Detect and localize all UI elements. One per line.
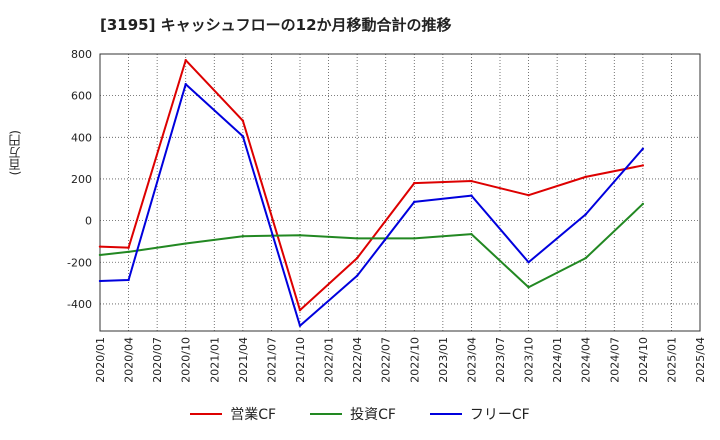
series-line-1 <box>99 203 644 289</box>
data-point-2 <box>527 261 530 264</box>
x-tick-label: 2023/01 <box>437 337 450 383</box>
data-point-1 <box>298 233 302 237</box>
y-tick-label: 200 <box>71 173 92 186</box>
x-tick-label: 2020/10 <box>180 337 193 383</box>
data-point-0 <box>184 59 187 62</box>
y-tick-label: 400 <box>71 131 92 144</box>
x-tick-label: 2023/07 <box>494 337 507 383</box>
legend-item-operating-cf: 営業CF <box>190 404 276 424</box>
data-point-2 <box>413 200 416 204</box>
x-tick-label: 2024/01 <box>551 337 564 383</box>
x-tick-label: 2022/01 <box>323 337 336 383</box>
data-point-1 <box>355 237 359 240</box>
x-tick-label: 2022/04 <box>351 337 364 383</box>
data-point-2 <box>127 278 130 282</box>
chart-svg: -400 -200 0 200 400 600 800 2020/01 2020/04 2020/… <box>67 48 707 383</box>
y-tick-label: 600 <box>71 90 92 103</box>
data-point-2 <box>584 213 587 216</box>
data-point-1 <box>584 256 587 260</box>
data-point-2 <box>184 82 187 86</box>
data-point-0 <box>413 181 416 185</box>
data-point-0 <box>355 256 359 260</box>
data-point-1 <box>241 235 245 238</box>
data-point-0 <box>241 119 245 122</box>
x-tick-label: 2025/04 <box>694 337 707 383</box>
x-tick-label: 2021/04 <box>237 337 250 383</box>
data-point-1 <box>641 202 645 206</box>
x-tick-label: 2020/07 <box>151 337 164 383</box>
data-point-2 <box>241 135 245 138</box>
x-tick-label: 2025/01 <box>665 337 678 383</box>
x-tick-label: 2020/01 <box>94 337 107 383</box>
legend-label: フリーCF <box>469 407 530 423</box>
y-tick-label: 0 <box>85 215 92 228</box>
data-point-2 <box>298 324 302 327</box>
x-tick-label: 2022/07 <box>380 337 393 383</box>
x-tick-label: 2020/04 <box>123 337 136 383</box>
y-tick-label: -200 <box>67 256 92 269</box>
x-tick-label: 2023/10 <box>523 337 536 383</box>
legend-label: 投資CF <box>350 407 396 423</box>
chart-title: [3195] キャッシュフローの12か月移動合計の推移 <box>100 16 452 34</box>
grid <box>100 53 700 331</box>
series-line-2 <box>99 83 644 327</box>
x-tick-label: 2024/10 <box>637 337 650 383</box>
data-point-0 <box>127 246 130 249</box>
legend-label: 営業CF <box>230 407 277 423</box>
data-point-2 <box>641 147 645 150</box>
legend-item-investing-cf: 投資CF <box>310 404 396 424</box>
x-tick-label: 2024/07 <box>608 337 621 383</box>
axes: -400 -200 0 200 400 600 800 2020/01 2020/04 2020/… <box>67 48 707 383</box>
data-point-1 <box>470 232 473 236</box>
data-point-2 <box>355 274 359 278</box>
plot-frame <box>99 53 701 332</box>
data-point-0 <box>470 179 473 183</box>
legend-swatch <box>429 413 462 415</box>
x-tick-label: 2024/04 <box>580 337 593 383</box>
x-tick-label: 2021/07 <box>265 337 278 383</box>
data-point-0 <box>98 245 102 248</box>
data-point-2 <box>98 279 102 283</box>
data-point-0 <box>584 175 587 179</box>
data-point-1 <box>413 237 416 240</box>
x-tick-label: 2021/01 <box>208 337 221 383</box>
data-point-1 <box>98 253 102 257</box>
legend-item-free-cf: フリーCF <box>429 404 530 424</box>
x-tick-label: 2023/04 <box>465 337 478 383</box>
data-point-0 <box>641 164 645 167</box>
legend-swatch <box>190 413 223 415</box>
legend: 営業CF 投資CF フリーCF <box>0 404 720 424</box>
data-point-0 <box>527 194 530 197</box>
data-point-1 <box>184 242 187 245</box>
y-tick-label: 800 <box>71 48 92 61</box>
x-tick-label: 2021/10 <box>294 337 307 383</box>
x-tick-label: 2022/10 <box>408 337 421 383</box>
data-point-1 <box>527 286 530 289</box>
data-point-0 <box>298 308 302 312</box>
data-point-1 <box>127 250 130 254</box>
data-point-2 <box>470 194 473 197</box>
y-tick-label: -400 <box>67 298 92 311</box>
legend-swatch <box>310 413 343 415</box>
series-lines <box>98 59 645 327</box>
